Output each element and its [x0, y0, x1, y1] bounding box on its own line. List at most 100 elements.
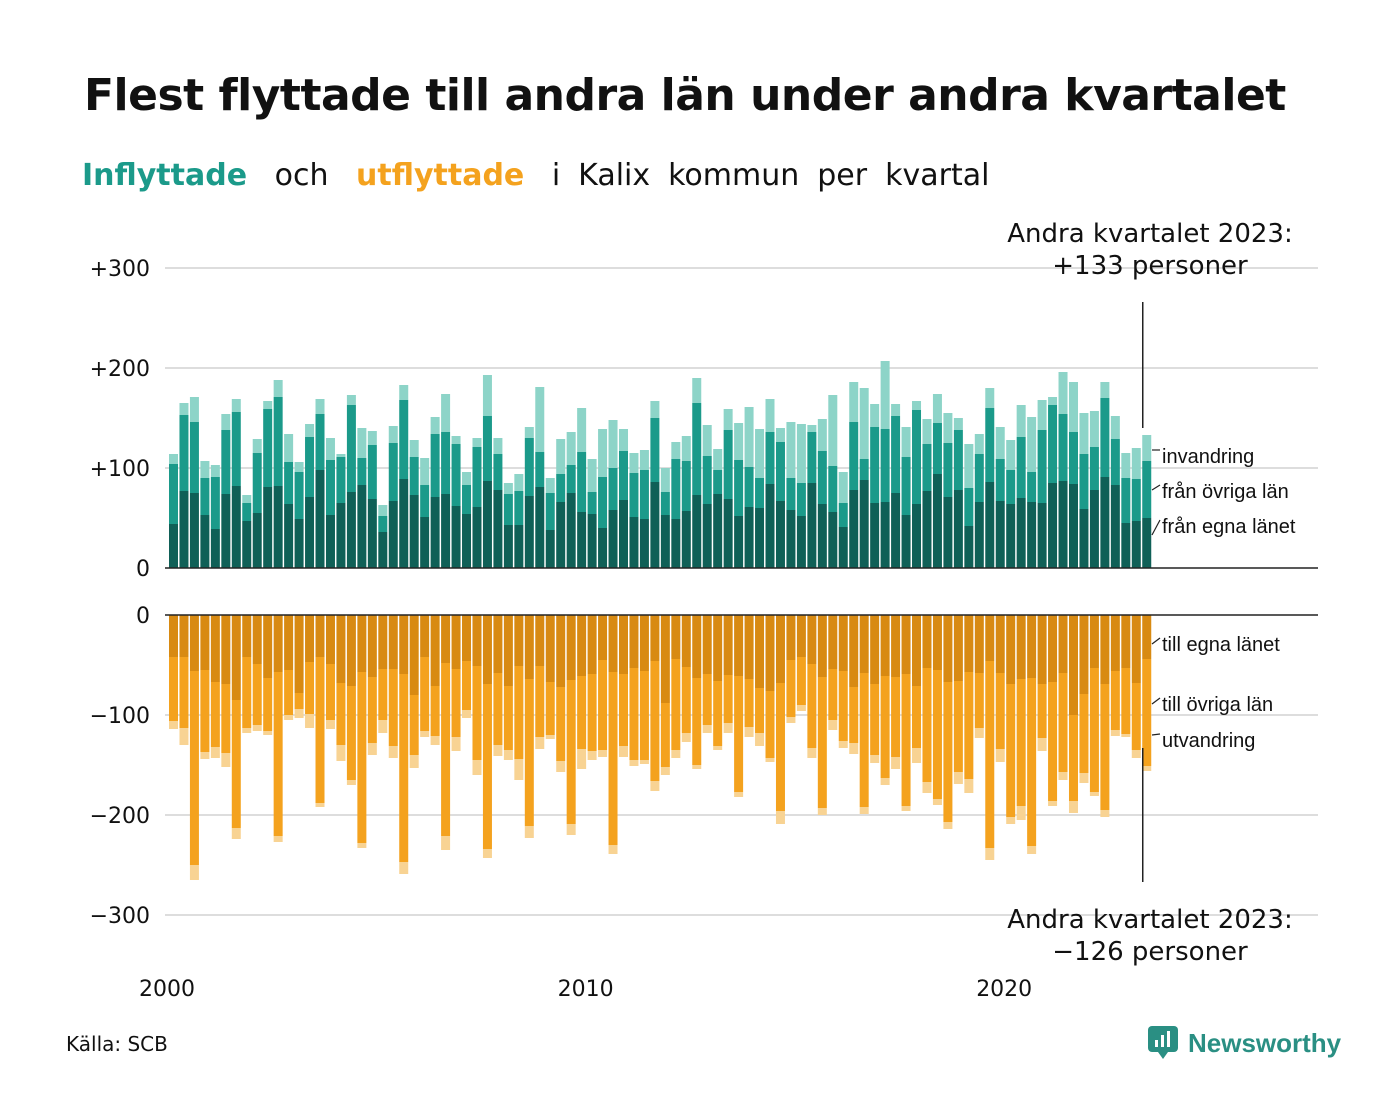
- bar-in-other-counties: [409, 457, 419, 495]
- bar-in-own-county: [901, 515, 911, 568]
- bar-out-own-county: [1142, 615, 1152, 659]
- bar-in-immigration: [587, 459, 597, 492]
- bar-in-own-county: [870, 503, 880, 568]
- bar-out-other-counties: [985, 661, 995, 848]
- bar-out-emigration: [1089, 792, 1099, 796]
- bar-in-own-county: [943, 497, 953, 568]
- bar-out-other-counties: [189, 671, 199, 865]
- bar-in-other-counties: [985, 408, 995, 482]
- bar-in-immigration: [1079, 413, 1089, 454]
- bar-in-other-counties: [1058, 414, 1068, 481]
- bar-in-other-counties: [608, 468, 618, 510]
- bar-in-other-counties: [995, 459, 1005, 501]
- bar-in-immigration: [943, 413, 953, 443]
- bar-in-other-counties: [723, 430, 733, 499]
- bar-in-other-counties: [1037, 430, 1047, 503]
- bar-in-immigration: [315, 399, 325, 414]
- bar-out-emigration: [1068, 801, 1078, 813]
- bar-out-emigration: [681, 733, 691, 742]
- bar-in-own-county: [1079, 509, 1089, 568]
- bar-out-other-counties: [891, 677, 901, 757]
- bar-in-immigration: [399, 385, 409, 400]
- bar-out-other-counties: [441, 663, 451, 836]
- newsworthy-logo: Newsworthy: [1148, 1026, 1341, 1060]
- bar-in-other-counties: [1100, 398, 1110, 477]
- bar-in-own-county: [995, 501, 1005, 568]
- bar-out-own-county: [723, 615, 733, 675]
- bar-out-emigration: [378, 720, 388, 733]
- bar-out-other-counties: [723, 675, 733, 723]
- bar-out-own-county: [1131, 615, 1141, 683]
- bar-in-other-counties: [325, 460, 335, 515]
- bar-out-other-counties: [1058, 673, 1068, 772]
- bar-out-own-county: [1121, 615, 1131, 668]
- bar-out-own-county: [577, 615, 587, 676]
- bar-in-own-county: [566, 493, 576, 568]
- bar-out-other-counties: [1079, 694, 1089, 773]
- bar-out-emigration: [1079, 773, 1089, 783]
- bar-out-other-counties: [325, 664, 335, 720]
- bar-in-own-county: [556, 502, 566, 568]
- bar-in-immigration: [420, 458, 430, 485]
- bar-out-emigration: [503, 750, 513, 760]
- bar-in-own-county: [629, 517, 639, 568]
- bar-in-immigration: [618, 429, 628, 451]
- bar-out-other-counties: [305, 662, 315, 714]
- bar-in-other-counties: [618, 451, 628, 500]
- bar-out-other-counties: [556, 687, 566, 761]
- bar-in-own-county: [598, 528, 608, 568]
- bar-in-own-county: [639, 519, 649, 568]
- bar-out-own-county: [702, 615, 712, 674]
- bar-in-other-counties: [189, 422, 199, 493]
- bar-in-other-counties: [367, 445, 377, 499]
- bar-in-immigration: [964, 444, 974, 488]
- bar-out-own-county: [263, 615, 273, 678]
- chart-title: Flest flyttade till andra län under andr…: [84, 70, 1286, 121]
- bar-out-other-counties: [702, 674, 712, 725]
- bar-out-other-counties: [786, 660, 796, 717]
- bar-in-immigration: [336, 454, 346, 457]
- legend-leader: [1151, 733, 1161, 736]
- bar-out-own-county: [420, 615, 430, 657]
- bar-out-emigration: [284, 715, 294, 720]
- bar-in-other-counties: [169, 464, 178, 524]
- bar-in-immigration: [325, 438, 335, 460]
- bar-in-own-county: [231, 486, 241, 568]
- bar-in-other-counties: [1142, 461, 1152, 518]
- bar-out-emigration: [210, 747, 220, 758]
- bar-out-own-county: [681, 615, 691, 667]
- bar-out-emigration: [765, 758, 775, 762]
- bar-out-other-counties: [1068, 715, 1078, 801]
- bar-in-other-counties: [273, 397, 283, 486]
- bar-in-other-counties: [346, 405, 356, 492]
- bar-out-other-counties: [169, 657, 178, 721]
- bar-in-own-county: [817, 504, 827, 568]
- bar-out-own-county: [514, 615, 524, 666]
- bar-in-immigration: [545, 478, 555, 493]
- bar-out-emigration: [807, 748, 817, 758]
- bar-in-own-county: [577, 512, 587, 568]
- bar-in-own-county: [493, 490, 503, 568]
- bar-in-immigration: [472, 438, 482, 447]
- bar-out-emigration: [598, 750, 608, 757]
- bar-in-immigration: [305, 424, 315, 437]
- bar-in-own-county: [702, 504, 712, 568]
- subtitle-and: och: [274, 158, 329, 193]
- bar-out-own-county: [1006, 615, 1016, 684]
- bar-out-own-county: [409, 615, 419, 695]
- bar-out-own-county: [870, 615, 880, 684]
- bar-in-immigration: [252, 439, 262, 453]
- bar-out-other-counties: [1121, 668, 1131, 734]
- bar-in-other-counties: [336, 457, 346, 503]
- bar-in-immigration: [932, 394, 942, 423]
- bar-out-other-counties: [514, 666, 524, 759]
- bar-out-emigration: [702, 725, 712, 733]
- bar-out-other-counties: [1100, 684, 1110, 810]
- bar-in-own-county: [681, 511, 691, 568]
- bar-in-other-counties: [493, 454, 503, 490]
- bar-in-other-counties: [231, 412, 241, 486]
- bar-out-own-county: [932, 615, 942, 670]
- bar-in-own-county: [891, 493, 901, 568]
- bar-in-immigration: [723, 409, 733, 430]
- bar-in-other-counties: [817, 451, 827, 504]
